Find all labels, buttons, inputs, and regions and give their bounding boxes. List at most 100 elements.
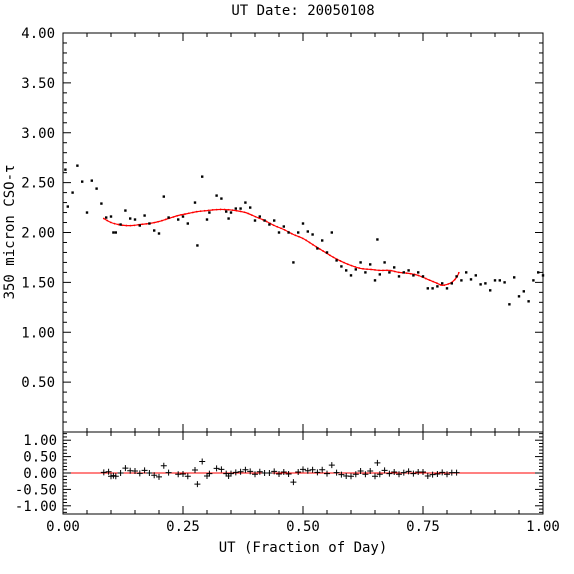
- residual-point: [192, 467, 198, 474]
- data-point: [508, 303, 511, 306]
- residual-point: [266, 470, 273, 476]
- fit-sample: [378, 269, 380, 272]
- data-point: [407, 269, 410, 272]
- fit-sample: [250, 214, 253, 217]
- data-point: [306, 230, 309, 233]
- data-point: [129, 217, 132, 220]
- data-point: [412, 274, 415, 277]
- fit-sample: [117, 223, 120, 226]
- fit-sample: [207, 209, 210, 212]
- data-point: [66, 205, 69, 208]
- residual-point: [242, 466, 249, 473]
- data-point: [498, 279, 501, 282]
- data-point: [349, 274, 353, 277]
- fit-curve: [103, 208, 460, 287]
- fit-sample: [447, 283, 450, 285]
- fit-sample: [405, 272, 408, 275]
- chart-title: UT Date: 20050108: [231, 3, 374, 19]
- fit-sample: [191, 211, 194, 214]
- data-point: [193, 201, 197, 204]
- residual-point: [391, 469, 398, 476]
- fit-sample: [366, 268, 368, 271]
- residual-point: [400, 469, 407, 476]
- data-point: [114, 231, 117, 234]
- fit-sample: [386, 269, 388, 272]
- data-point: [455, 275, 458, 278]
- data-point: [426, 287, 429, 290]
- data-point: [397, 275, 401, 278]
- fit-sample: [262, 218, 264, 221]
- residual-point: [300, 466, 306, 473]
- fit-sample: [121, 224, 124, 227]
- residual-point: [105, 468, 112, 475]
- residual-point: [213, 465, 220, 472]
- data-point: [474, 274, 477, 277]
- y-tick-label: 2.50: [21, 176, 55, 192]
- fit-sample: [195, 210, 198, 213]
- tau-panel: 350 micron CSO-τ 0.50 1.00 1.50 2.00 2.50 3.0…: [2, 26, 545, 433]
- residual-point: [319, 466, 326, 473]
- fit-sample: [211, 208, 214, 211]
- fit-sample: [280, 227, 282, 230]
- residual-point: [100, 469, 107, 476]
- data-point: [311, 233, 314, 236]
- residual-point: [444, 471, 450, 478]
- fit-sample: [235, 209, 238, 212]
- residual-y-tick-label: 1.00: [23, 433, 57, 449]
- residual-point: [206, 470, 213, 477]
- data-point: [325, 251, 329, 254]
- x-axis-label: UT (Fraction of Day): [219, 540, 388, 556]
- data-point: [239, 207, 242, 210]
- fit-sample: [129, 224, 132, 227]
- data-point: [201, 175, 204, 178]
- data-point: [95, 187, 98, 190]
- residual-point: [141, 467, 148, 474]
- data-point: [208, 211, 211, 214]
- x-tick-label: 0.50: [286, 519, 320, 535]
- data-point: [493, 279, 497, 282]
- residual-point: [357, 468, 364, 475]
- data-point: [124, 209, 127, 212]
- data-point: [153, 229, 156, 232]
- data-point: [138, 224, 141, 227]
- tau-panel-frame: [62, 32, 544, 433]
- fit-sample: [390, 269, 392, 272]
- y-tick-label: 3.50: [21, 76, 55, 92]
- residual-point: [180, 470, 186, 477]
- data-point: [417, 271, 420, 274]
- data-point: [441, 282, 444, 285]
- fit-sample: [393, 270, 396, 273]
- residual-point: [285, 470, 292, 477]
- residual-point: [146, 470, 153, 476]
- fit-sample: [322, 250, 325, 252]
- data-point: [244, 201, 247, 204]
- fit-sample: [328, 254, 331, 257]
- data-point: [100, 202, 103, 205]
- data-point: [253, 219, 257, 222]
- fit-sample: [258, 217, 261, 220]
- fit-sample: [312, 243, 314, 246]
- data-point: [484, 282, 487, 285]
- residual-point: [117, 470, 124, 476]
- fit-sample: [265, 220, 268, 223]
- fit-sample: [161, 219, 163, 222]
- residual-point: [194, 481, 201, 488]
- data-point: [330, 231, 333, 234]
- data-point: [373, 279, 377, 282]
- residual-point: [420, 469, 426, 476]
- data-point: [541, 274, 545, 277]
- data-point: [465, 271, 468, 274]
- fit-sample: [453, 278, 456, 281]
- data-point: [297, 231, 300, 234]
- fit-sample: [125, 224, 128, 227]
- data-point: [225, 210, 228, 213]
- fit-sample: [113, 222, 116, 225]
- data-point: [167, 216, 170, 219]
- data-point: [162, 195, 165, 198]
- residual-point: [136, 470, 143, 477]
- y-tick-label: 1.00: [21, 325, 55, 341]
- fit-sample: [298, 235, 300, 238]
- data-point: [445, 287, 449, 290]
- residual-point: [324, 470, 330, 477]
- fit-sample: [354, 266, 357, 268]
